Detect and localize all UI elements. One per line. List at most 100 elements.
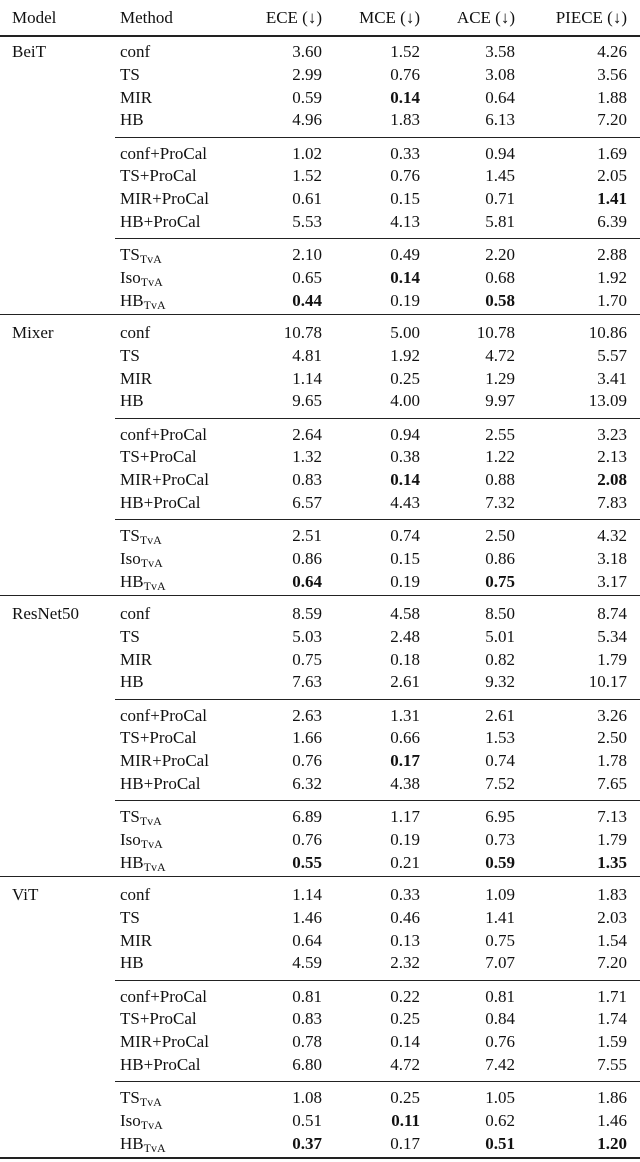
value-cell: 0.61 bbox=[292, 189, 322, 209]
header-cell: Model bbox=[12, 8, 57, 27]
method-name: conf+ProCal bbox=[120, 705, 208, 725]
value-cell: 0.64 bbox=[292, 571, 322, 591]
value-cell: 0.13 bbox=[390, 930, 420, 950]
value-cell: 0.19 bbox=[390, 829, 420, 849]
header-cell: PIECE (↓) bbox=[555, 8, 627, 27]
value-cell: 5.81 bbox=[485, 211, 515, 231]
value-cell: 1.69 bbox=[597, 143, 627, 163]
value-cell: 9.32 bbox=[485, 672, 515, 692]
value-cell: 2.20 bbox=[485, 245, 515, 264]
value-cell: 0.86 bbox=[292, 548, 322, 568]
method-name: MIR+ProCal bbox=[120, 470, 209, 490]
value-cell: 0.68 bbox=[485, 267, 515, 287]
value-cell: 1.83 bbox=[597, 885, 627, 904]
method-subscript: TvA bbox=[140, 274, 163, 289]
method-subscript: TvA bbox=[143, 1140, 166, 1155]
value-cell: 1.92 bbox=[597, 267, 627, 287]
value-cell: 1.41 bbox=[485, 907, 515, 927]
value-cell: 5.00 bbox=[390, 323, 420, 342]
value-cell: 1.71 bbox=[597, 986, 627, 1006]
value-cell: 1.46 bbox=[597, 1110, 627, 1130]
value-cell: 3.08 bbox=[485, 64, 515, 84]
value-cell: 0.83 bbox=[292, 1009, 322, 1029]
method-name: TS bbox=[120, 907, 140, 927]
header-cell: ECE (↓) bbox=[265, 8, 322, 27]
value-cell: 1.22 bbox=[485, 447, 515, 467]
method-name: conf+ProCal bbox=[120, 424, 208, 444]
rule-line bbox=[115, 1081, 640, 1082]
method-name: HB+ProCal bbox=[120, 492, 201, 512]
rule-line bbox=[115, 800, 640, 801]
rule-line bbox=[0, 595, 640, 597]
value-cell: 7.42 bbox=[485, 1054, 515, 1074]
value-cell: 0.62 bbox=[485, 1110, 515, 1130]
value-cell: 0.58 bbox=[485, 290, 515, 310]
method-name: MIR bbox=[120, 87, 153, 107]
model-name: ViT bbox=[12, 885, 39, 904]
value-cell: 4.26 bbox=[597, 42, 627, 61]
value-cell: 0.78 bbox=[292, 1032, 322, 1052]
method-name: conf+ProCal bbox=[120, 143, 208, 163]
value-cell: 13.09 bbox=[588, 391, 627, 411]
value-cell: 0.81 bbox=[485, 986, 515, 1006]
value-cell: 2.03 bbox=[597, 907, 627, 927]
method-name: conf bbox=[120, 323, 151, 342]
method-name: HBTvA bbox=[120, 290, 166, 312]
method-name: IsoTvA bbox=[120, 548, 163, 570]
value-cell: 2.05 bbox=[597, 166, 627, 186]
method-subscript: TvA bbox=[143, 578, 166, 593]
value-cell: 0.66 bbox=[390, 728, 420, 748]
method-name: HB bbox=[120, 672, 144, 692]
value-cell: 0.75 bbox=[485, 571, 515, 591]
value-cell: 9.65 bbox=[292, 391, 322, 411]
value-cell: 7.52 bbox=[485, 773, 515, 793]
value-cell: 4.32 bbox=[597, 526, 627, 545]
value-cell: 0.81 bbox=[292, 986, 322, 1006]
method-name: conf bbox=[120, 42, 151, 61]
value-cell: 4.13 bbox=[390, 211, 420, 231]
value-cell: 4.81 bbox=[292, 345, 322, 365]
method-subscript: TvA bbox=[139, 814, 162, 828]
value-cell: 1.78 bbox=[597, 751, 627, 771]
value-cell: 6.39 bbox=[597, 211, 627, 231]
value-cell: 0.15 bbox=[390, 189, 420, 209]
value-cell: 4.00 bbox=[390, 391, 420, 411]
value-cell: 4.72 bbox=[390, 1054, 420, 1074]
value-cell: 2.50 bbox=[597, 728, 627, 748]
method-name: MIR bbox=[120, 368, 153, 388]
value-cell: 0.65 bbox=[292, 267, 322, 287]
value-cell: 7.55 bbox=[597, 1054, 627, 1074]
value-cell: 1.02 bbox=[292, 143, 322, 163]
method-name: HBTvA bbox=[120, 852, 166, 874]
value-cell: 1.09 bbox=[485, 885, 515, 904]
value-cell: 1.59 bbox=[597, 1032, 627, 1052]
value-cell: 0.14 bbox=[390, 87, 420, 107]
model-name: Mixer bbox=[12, 323, 54, 342]
value-cell: 1.92 bbox=[390, 345, 420, 365]
value-cell: 5.03 bbox=[292, 626, 322, 646]
method-name: MIR bbox=[120, 649, 153, 669]
rule-line bbox=[0, 314, 640, 316]
model-name: ResNet50 bbox=[12, 604, 80, 623]
value-cell: 0.37 bbox=[292, 1133, 322, 1153]
rule-line bbox=[115, 238, 640, 239]
method-name: TS bbox=[120, 64, 140, 84]
value-cell: 0.74 bbox=[485, 751, 515, 771]
value-cell: 9.97 bbox=[485, 391, 515, 411]
value-cell: 1.08 bbox=[292, 1088, 322, 1107]
rule-line bbox=[115, 136, 640, 138]
method-name: TSTvA bbox=[120, 1088, 162, 1109]
value-cell: 0.25 bbox=[390, 1009, 420, 1029]
value-cell: 10.17 bbox=[588, 672, 627, 692]
value-cell: 0.86 bbox=[485, 548, 515, 568]
value-cell: 0.83 bbox=[292, 470, 322, 490]
value-cell: 0.14 bbox=[390, 267, 420, 287]
rule-line bbox=[0, 1157, 640, 1159]
value-cell: 4.58 bbox=[390, 604, 420, 623]
value-cell: 1.53 bbox=[485, 728, 515, 748]
method-subscript: TvA bbox=[143, 859, 166, 874]
value-cell: 8.74 bbox=[597, 604, 627, 623]
method-name: HB+ProCal bbox=[120, 773, 201, 793]
value-cell: 7.13 bbox=[597, 807, 627, 826]
value-cell: 0.38 bbox=[390, 447, 420, 467]
